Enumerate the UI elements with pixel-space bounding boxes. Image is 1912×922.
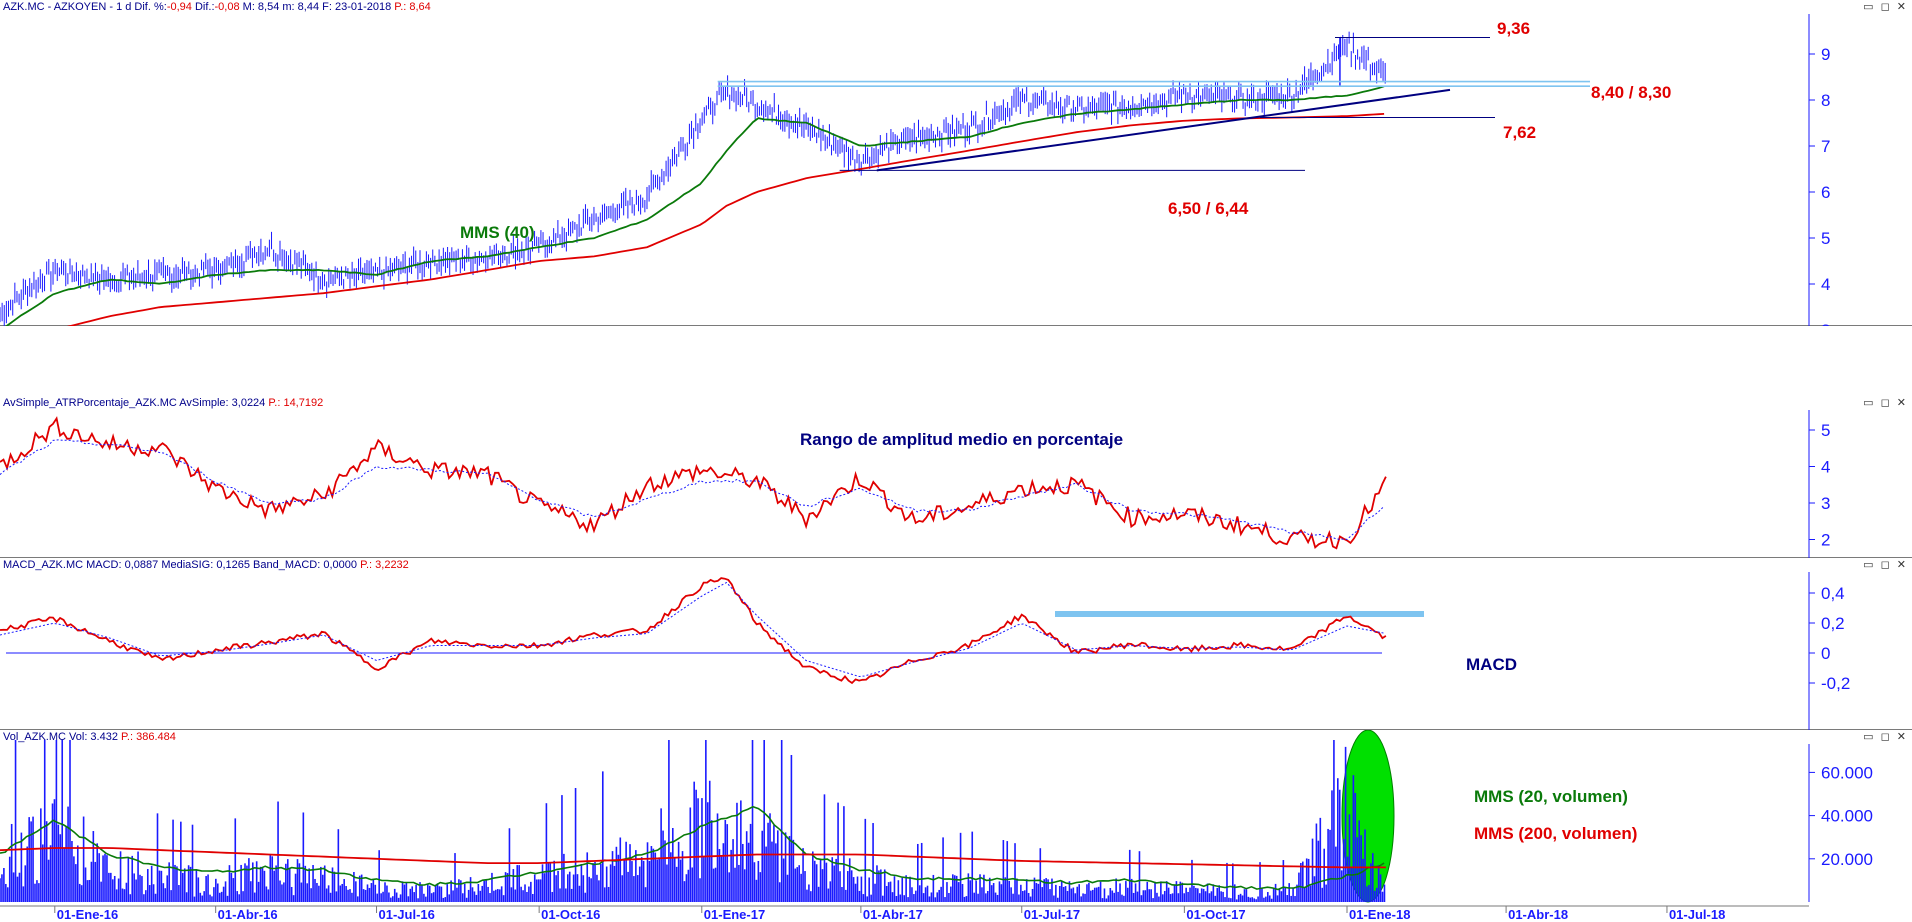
volume-bars (0, 740, 1386, 902)
mms40-line (5, 85, 1385, 326)
atr-avg-line (0, 439, 1385, 540)
price-tick-label: 5 (1821, 229, 1830, 248)
price-header-symbol: AZK.MC - AZKOYEN - 1 d Dif. %: (3, 1, 167, 13)
x-tick-label: 01-Abr-16 (218, 907, 278, 922)
macd-tick-label: -0,2 (1821, 674, 1850, 693)
x-tick-label: 01-Ene-16 (57, 907, 118, 922)
vol-tick-label: 60.000 (1821, 763, 1873, 782)
price-header-rest: M: 8,54 m: 8,44 F: 23-01-2018 (239, 1, 395, 13)
label-762: 7,62 (1503, 123, 1536, 142)
volume-header-p: P.: 386.484 (121, 731, 176, 743)
atr-tick-label: 5 (1821, 421, 1830, 440)
macd-tick-label: 0,2 (1821, 614, 1845, 633)
price-header-p: P.: 8,64 (394, 1, 431, 13)
volume-chart: 20.000 40.000 60.000 MMS (20, volumen) MMS (… (0, 730, 1873, 922)
macd-window-controls[interactable]: ▭ ◻ ✕ (1863, 559, 1908, 571)
mms40-label: MMS (40) (460, 223, 535, 242)
price-pane-header: AZK.MC - AZKOYEN - 1 d Dif. %:-0,94 Dif.… (3, 1, 431, 13)
mms200-line (66, 113, 1385, 326)
atr-title: Rango de amplitud medio en porcentaje (800, 430, 1123, 449)
price-tick-label: 4 (1821, 275, 1830, 294)
x-tick-label: 01-Abr-18 (1508, 907, 1568, 922)
price-header-difpct: -0,94 (166, 1, 192, 13)
x-tick-label: 01-Jul-17 (1024, 907, 1080, 922)
price-header-dif-label: Dif.: (191, 1, 215, 13)
price-tick-label: 6 (1821, 183, 1830, 202)
atr-window-controls[interactable]: ▭ ◻ ✕ (1863, 397, 1908, 409)
atr-chart: 2 3 4 5 Rango de amplitud medio en porcentaj… (0, 410, 1830, 558)
volume-pane[interactable]: 20.000 40.000 60.000 MMS (20, volumen) MMS (… (0, 730, 1912, 922)
x-tick-label: 01-Ene-17 (704, 907, 765, 922)
price-header-dif: -0,08 (214, 1, 240, 13)
macd-header-p: P.: 3,2232 (360, 559, 409, 571)
macd-tick-label: 0,4 (1821, 584, 1845, 603)
volume-window-controls[interactable]: ▭ ◻ ✕ (1863, 731, 1908, 743)
macd-pane-header: MACD_AZK.MC MACD: 0,0887 MediaSIG: 0,126… (3, 559, 409, 571)
atr-line (0, 416, 1387, 550)
label-650-644: 6,50 / 6,44 (1168, 199, 1249, 218)
x-tick-label: 01-Oct-16 (541, 907, 600, 922)
x-tick-label: 01-Ene-18 (1349, 907, 1410, 922)
x-tick-label: 01-Oct-17 (1186, 907, 1245, 922)
atr-tick-label: 2 (1821, 531, 1830, 550)
price-chart: 3456789MMS (40)MMS (200)9,368,40 / 8,307… (0, 14, 1830, 326)
atr-header-p: P.: 14,7192 (268, 397, 324, 409)
vol-tick-label: 40.000 (1821, 807, 1873, 826)
vol-mms20-label: MMS (20, volumen) (1474, 787, 1628, 806)
x-tick-label: 01-Abr-17 (863, 907, 923, 922)
macd-title: MACD (1466, 655, 1517, 674)
macd-chart: -0,2 0 0,2 0,4 MACD (0, 572, 1850, 730)
label-840-830: 8,40 / 8,30 (1591, 83, 1671, 102)
price-window-controls[interactable]: ▭ ◻ ✕ (1863, 1, 1908, 13)
x-tick-label: 01-Jul-16 (379, 907, 435, 922)
vol-tick-label: 20.000 (1821, 850, 1873, 869)
price-tick-label: 8 (1821, 91, 1830, 110)
trendline (876, 88, 1451, 172)
price-pane[interactable]: 3456789MMS (40)MMS (200)9,368,40 / 8,307… (0, 0, 1912, 326)
vol-mms200-label: MMS (200, volumen) (1474, 824, 1637, 843)
atr-header-name: AvSimple_ATRPorcentaje_AZK.MC AvSimple: … (3, 397, 269, 409)
atr-pane[interactable]: 2 3 4 5 Rango de amplitud medio en porcentaj… (0, 396, 1912, 558)
macd-line (0, 577, 1387, 685)
macd-tick-label: 0 (1821, 644, 1830, 663)
price-tick-label: 3 (1821, 321, 1830, 326)
vol-mms200-line (0, 847, 1386, 869)
price-bars (0, 31, 1386, 326)
atr-tick-label: 3 (1821, 494, 1830, 513)
price-tick-label: 7 (1821, 137, 1830, 156)
label-936: 9,36 (1497, 19, 1530, 38)
atr-pane-header: AvSimple_ATRPorcentaje_AZK.MC AvSimple: … (3, 397, 323, 409)
atr-tick-label: 4 (1821, 458, 1830, 477)
x-tick-label: 01-Jul-18 (1669, 907, 1725, 922)
volume-header-name: Vol_AZK.MC Vol: 3.432 (3, 731, 122, 743)
macd-signal-line (0, 581, 1385, 678)
macd-header-name: MACD_AZK.MC MACD: 0,0887 MediaSIG: 0,126… (3, 559, 361, 571)
vol-mms20-line (0, 805, 1385, 891)
volume-pane-header: Vol_AZK.MC Vol: 3.432 P.: 386.484 (3, 731, 176, 743)
macd-pane[interactable]: -0,2 0 0,2 0,4 MACD MACD_AZK.MC MACD: 0,0887… (0, 558, 1912, 730)
price-tick-label: 9 (1821, 45, 1830, 64)
